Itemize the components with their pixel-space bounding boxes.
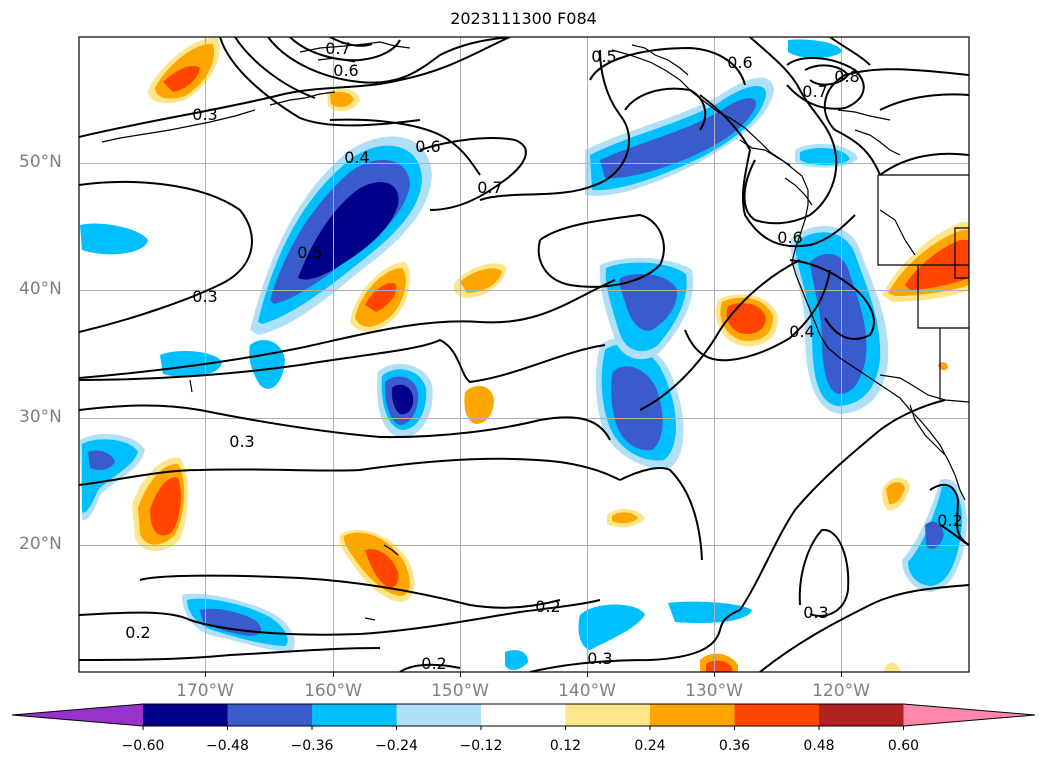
colorbar: [11, 703, 1036, 730]
contour-label: 0.3: [803, 603, 828, 622]
colorbar-extend-low: [12, 704, 143, 726]
colorbar-tick-label: 0.48: [803, 738, 835, 754]
colorbar-tick-label: 0.24: [634, 738, 666, 754]
contour-label: 0.2: [125, 623, 150, 642]
contour-label: 0.5: [297, 243, 322, 262]
contour-label: 0.7: [477, 178, 502, 197]
colorbar-segment: [650, 704, 735, 726]
map-frame: [78, 36, 970, 673]
contour-label: 0.6: [777, 228, 802, 247]
lon-ticks: [205, 672, 842, 677]
colorbar-tick-label: 0.12: [549, 738, 582, 754]
contour-label: 0.3: [229, 432, 254, 451]
colorbar-segment: [565, 704, 651, 726]
contour-label: 0.6: [415, 137, 440, 156]
contour-label: 0.3: [192, 287, 217, 306]
colorbar-segment: [143, 704, 228, 726]
gridlines: [79, 37, 969, 672]
colorbar-tick-label: −0.12: [459, 738, 503, 754]
colorbar-segment: [734, 704, 820, 726]
contour-label: 0.5: [591, 47, 616, 66]
colorbar-tick-label: 0.60: [887, 738, 920, 754]
colorbar-extend-high: [903, 704, 1035, 726]
contour-label: 0.3: [587, 649, 612, 668]
contour-label: 0.4: [789, 322, 814, 341]
lon-label: 130°W: [685, 681, 743, 701]
lon-label: 150°W: [431, 681, 489, 701]
lon-label: 140°W: [558, 681, 616, 701]
contour-labels: 0.7 0.6 0.3 0.4 0.6 0.5 0.7 0.5 0.6 0.8 …: [125, 39, 962, 673]
colorbar-tick-label: −0.36: [290, 738, 334, 754]
contour-label: 0.7: [325, 39, 350, 58]
lat-label: 30°N: [19, 407, 62, 427]
contour-label: 0.2: [421, 654, 446, 673]
map-title: 2023111300 F084: [450, 9, 597, 28]
lat-label: 40°N: [19, 279, 62, 299]
contour-lines: [79, 37, 969, 672]
colorbar-segment: [227, 704, 313, 726]
contour-label: 0.8: [834, 67, 859, 86]
lon-label: 160°W: [304, 681, 362, 701]
contour-label: 0.7: [802, 82, 827, 101]
lat-label: 50°N: [19, 152, 62, 172]
colorbar-tick-label: −0.60: [121, 738, 165, 754]
contour-label: 0.3: [192, 105, 217, 124]
colorbar-segment: [481, 704, 566, 726]
lon-label: 170°W: [176, 681, 234, 701]
lat-label: 20°N: [19, 534, 62, 554]
lon-label: 120°W: [812, 681, 870, 701]
colorbar-segment: [396, 704, 482, 726]
contour-label: 0.4: [344, 148, 369, 167]
colorbar-tick-label: −0.24: [375, 738, 418, 754]
colorbar-tick-label: 0.36: [718, 738, 751, 754]
coastlines: [101, 41, 969, 621]
colorbar-segment: [819, 704, 904, 726]
colorbar-segment: [312, 704, 397, 726]
colorbar-tick-label: −0.48: [206, 738, 249, 754]
contour-label: 0.2: [535, 597, 560, 616]
contour-label: 0.6: [727, 53, 752, 72]
contour-label: 0.6: [333, 61, 358, 80]
contour-label: 0.2: [937, 511, 962, 530]
